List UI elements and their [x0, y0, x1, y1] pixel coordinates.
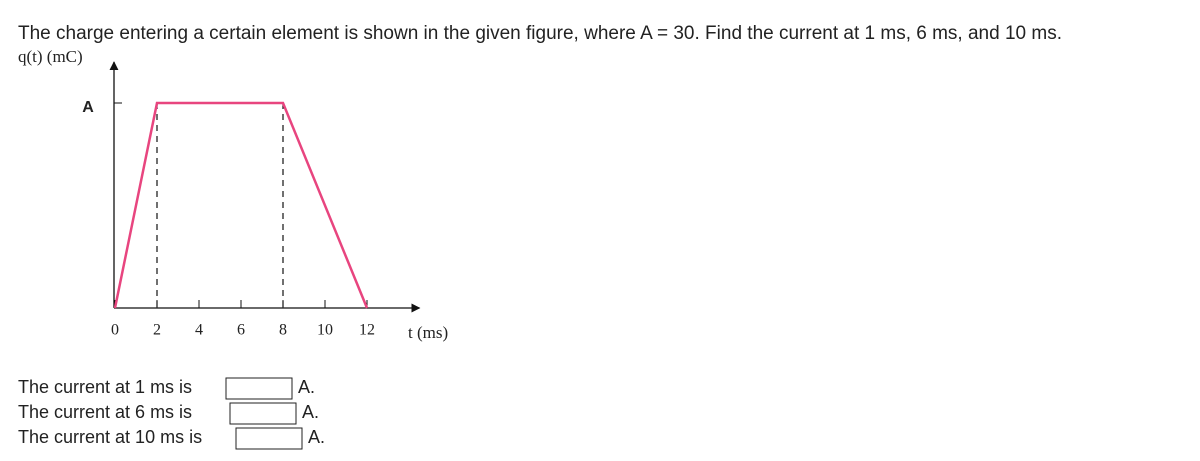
question: The charge entering a certain element is…: [18, 23, 1062, 44]
x-tick-label: 10: [317, 322, 333, 339]
answer-unit: A.: [302, 402, 319, 422]
answer-label: The current at 6 ms is: [18, 402, 192, 422]
x-axis-label: t (ms): [408, 323, 448, 342]
x-tick-label: 0: [111, 322, 119, 339]
x-tick-label: 6: [237, 322, 245, 339]
answer-unit: A.: [308, 427, 325, 447]
x-tick-label: 2: [153, 322, 161, 339]
answer-input[interactable]: [225, 377, 293, 400]
answer-input[interactable]: [229, 402, 297, 425]
answer-unit: A.: [298, 377, 315, 397]
answer-label: The current at 10 ms is: [18, 427, 202, 447]
answer-label: The current at 1 ms is: [18, 377, 192, 397]
y-axis-label: q(t) (mC): [18, 47, 83, 66]
x-tick-label: 12: [359, 322, 375, 339]
answer-input[interactable]: [235, 427, 303, 450]
x-tick-label: 4: [195, 322, 203, 339]
x-tick-label: 8: [279, 322, 287, 339]
y-tick-label: A: [82, 99, 94, 116]
charge-curve: [113, 101, 369, 309]
